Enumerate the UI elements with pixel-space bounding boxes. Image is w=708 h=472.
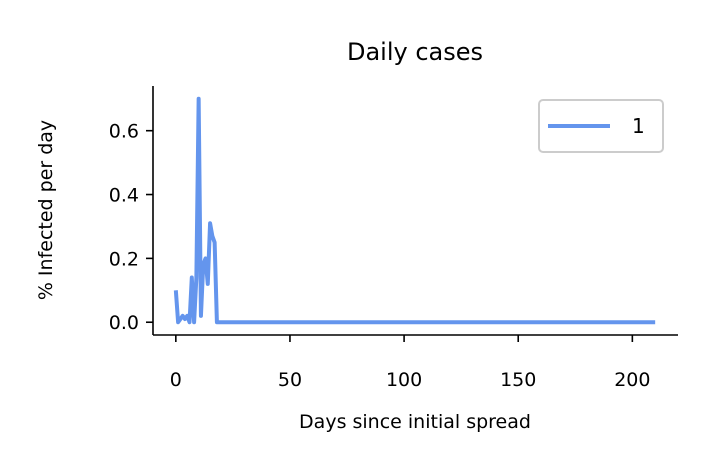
y-axis-ticks: 0.0 0.2 0.4 0.6 [109,121,153,334]
legend: 1 [538,99,664,153]
x-tick-label: 0 [170,369,182,391]
y-axis-label: % Infected per day [35,120,57,300]
x-tick-label: 100 [386,369,422,391]
legend-label-series-1: 1 [632,114,645,138]
y-tick-label: 0.2 [109,248,139,270]
series-line-1 [173,96,656,325]
y-tick-label: 0.6 [109,121,139,143]
y-tick-label: 0.4 [109,185,139,207]
y-tick-label: 0.0 [109,312,139,334]
chart-title: Daily cases [347,38,483,66]
x-tick-label: 50 [278,369,302,391]
x-axis-label: Days since initial spread [299,411,531,433]
x-tick-label: 200 [614,369,650,391]
series-layer [173,96,656,325]
x-axis-ticks: 0 50 100 150 200 [170,335,650,391]
x-tick-label: 150 [500,369,536,391]
